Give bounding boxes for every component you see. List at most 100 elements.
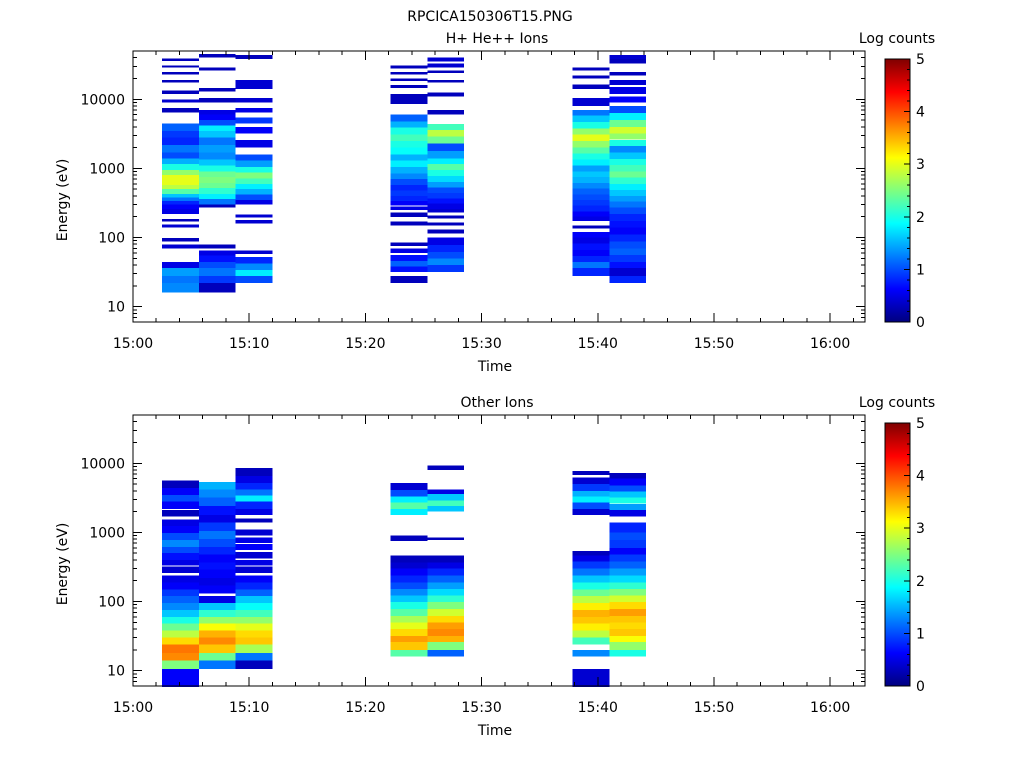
spectrogram-cell <box>198 199 236 205</box>
spectrogram-cell <box>162 204 199 209</box>
spectrogram-cell <box>427 123 465 130</box>
spectrogram-cell <box>609 80 647 86</box>
spectrogram-cell <box>609 146 647 153</box>
x-axis-label: Time <box>477 359 512 375</box>
spectrogram-cell <box>390 190 428 196</box>
spectrogram-cell <box>390 221 428 226</box>
spectrogram-cell <box>198 616 236 624</box>
spectrogram-cell <box>572 134 610 141</box>
colorbar-tick-label: 4 <box>916 105 925 121</box>
spectrogram-cell <box>572 205 610 212</box>
spectrogram-cell <box>235 275 273 283</box>
spectrogram-cells <box>162 465 647 688</box>
spectrogram-cell <box>609 201 647 208</box>
spectrogram-cell <box>235 495 273 502</box>
axes-box <box>132 50 866 323</box>
spectrogram-cell <box>162 637 199 645</box>
spectrogram-cell <box>609 96 647 103</box>
colorbar-tick-label: 0 <box>916 679 925 695</box>
x-tick-label: 15:40 <box>578 336 618 352</box>
spectrogram-cell <box>235 189 273 195</box>
spectrogram-cell <box>390 622 428 630</box>
spectrogram-cell <box>572 110 610 116</box>
spectrogram-cell <box>609 602 647 609</box>
spectrogram-cell <box>609 207 647 214</box>
spectrogram-cell <box>162 262 199 269</box>
spectrogram-cell <box>198 137 236 145</box>
spectrogram-cell <box>609 139 647 147</box>
spectrogram-cell <box>162 200 199 205</box>
spectrogram-cell <box>609 522 647 533</box>
spectrogram-cell <box>390 496 428 503</box>
spectrogram-cell <box>162 184 199 190</box>
spectrogram-cell <box>427 568 465 576</box>
colorbar: 0 1 2 3 4 5 <box>884 52 925 331</box>
spectrogram-cell <box>235 219 273 224</box>
spectrogram-cell <box>427 582 465 589</box>
spectrogram-cell <box>390 78 428 81</box>
spectrogram-cell <box>572 477 610 485</box>
spectrogram-cell <box>162 144 199 153</box>
panel-other-ions: Other Ions 15:00 15:10 15:20 15:30 15:40 15:5… <box>55 395 935 739</box>
spectrogram-cell <box>427 80 465 83</box>
spectrogram-cell <box>198 522 236 531</box>
spectrogram-cell <box>235 80 273 90</box>
spectrogram-cell <box>572 159 610 166</box>
spectrogram-cell <box>235 166 273 173</box>
spectrogram-cell <box>235 250 273 254</box>
spectrogram-cell <box>162 553 199 560</box>
spectrogram-cell <box>572 484 610 491</box>
spectrogram-cell <box>427 164 465 170</box>
spectrogram-cell <box>572 561 610 569</box>
x-tick-label: 16:00 <box>810 336 850 352</box>
spectrogram-cell <box>609 595 647 603</box>
spectrogram-cell <box>427 222 465 226</box>
spectrogram-cell <box>198 67 236 71</box>
spectrogram-cell <box>427 63 465 68</box>
spectrogram-cell <box>427 143 465 151</box>
y-tick-label: 100 <box>98 231 125 247</box>
spectrogram-cell <box>235 107 273 113</box>
spectrogram-cell <box>572 165 610 172</box>
spectrogram-cell <box>198 54 236 58</box>
spectrogram-cell <box>198 130 236 138</box>
spectrogram-cell <box>162 589 199 597</box>
spectrogram-cell <box>162 559 199 566</box>
spectrogram-cell <box>235 482 273 490</box>
spectrogram-cell <box>427 169 465 176</box>
spectrogram-cell <box>162 546 199 554</box>
spectrogram-cell <box>609 532 647 540</box>
spectrogram-cell <box>198 250 236 256</box>
y-axis-ticks: 10 100 1000 10000 <box>80 414 865 687</box>
spectrogram-cell <box>572 256 610 263</box>
spectrogram-cell <box>572 128 610 135</box>
y-axis-label: Energy (eV) <box>55 159 71 242</box>
spectrogram-cell <box>427 500 465 507</box>
spectrogram-cell <box>572 153 610 160</box>
spectrogram-cell <box>609 503 647 511</box>
spectrogram-cell <box>198 637 236 645</box>
spectrogram-cell <box>162 660 199 670</box>
spectrogram-cell <box>427 129 465 137</box>
spectrogram-cell <box>235 199 273 205</box>
spectrogram-cell <box>235 518 273 523</box>
spectrogram-cell <box>235 637 273 645</box>
spectrogram-cell <box>162 602 199 610</box>
spectrogram-cell <box>198 88 236 92</box>
spectrogram-cell <box>390 160 428 167</box>
spectrogram-cell <box>427 629 465 636</box>
spectrogram-cell <box>390 242 428 247</box>
spectrogram-cell <box>162 533 199 540</box>
spectrogram-cell <box>609 262 647 269</box>
spectrogram-cell <box>235 476 273 483</box>
spectrogram-cell <box>198 125 236 131</box>
spectrogram-cell <box>427 537 465 540</box>
spectrogram-cell <box>572 630 610 638</box>
spectrogram-cell <box>198 596 236 603</box>
spectrogram-cell <box>427 175 465 182</box>
spectrogram-cell <box>427 187 465 194</box>
x-tick-label: 15:10 <box>229 700 269 716</box>
spectrogram-cell <box>198 623 236 631</box>
colorbar-tick-label: 1 <box>916 262 925 278</box>
x-tick-label: 16:00 <box>810 700 850 716</box>
